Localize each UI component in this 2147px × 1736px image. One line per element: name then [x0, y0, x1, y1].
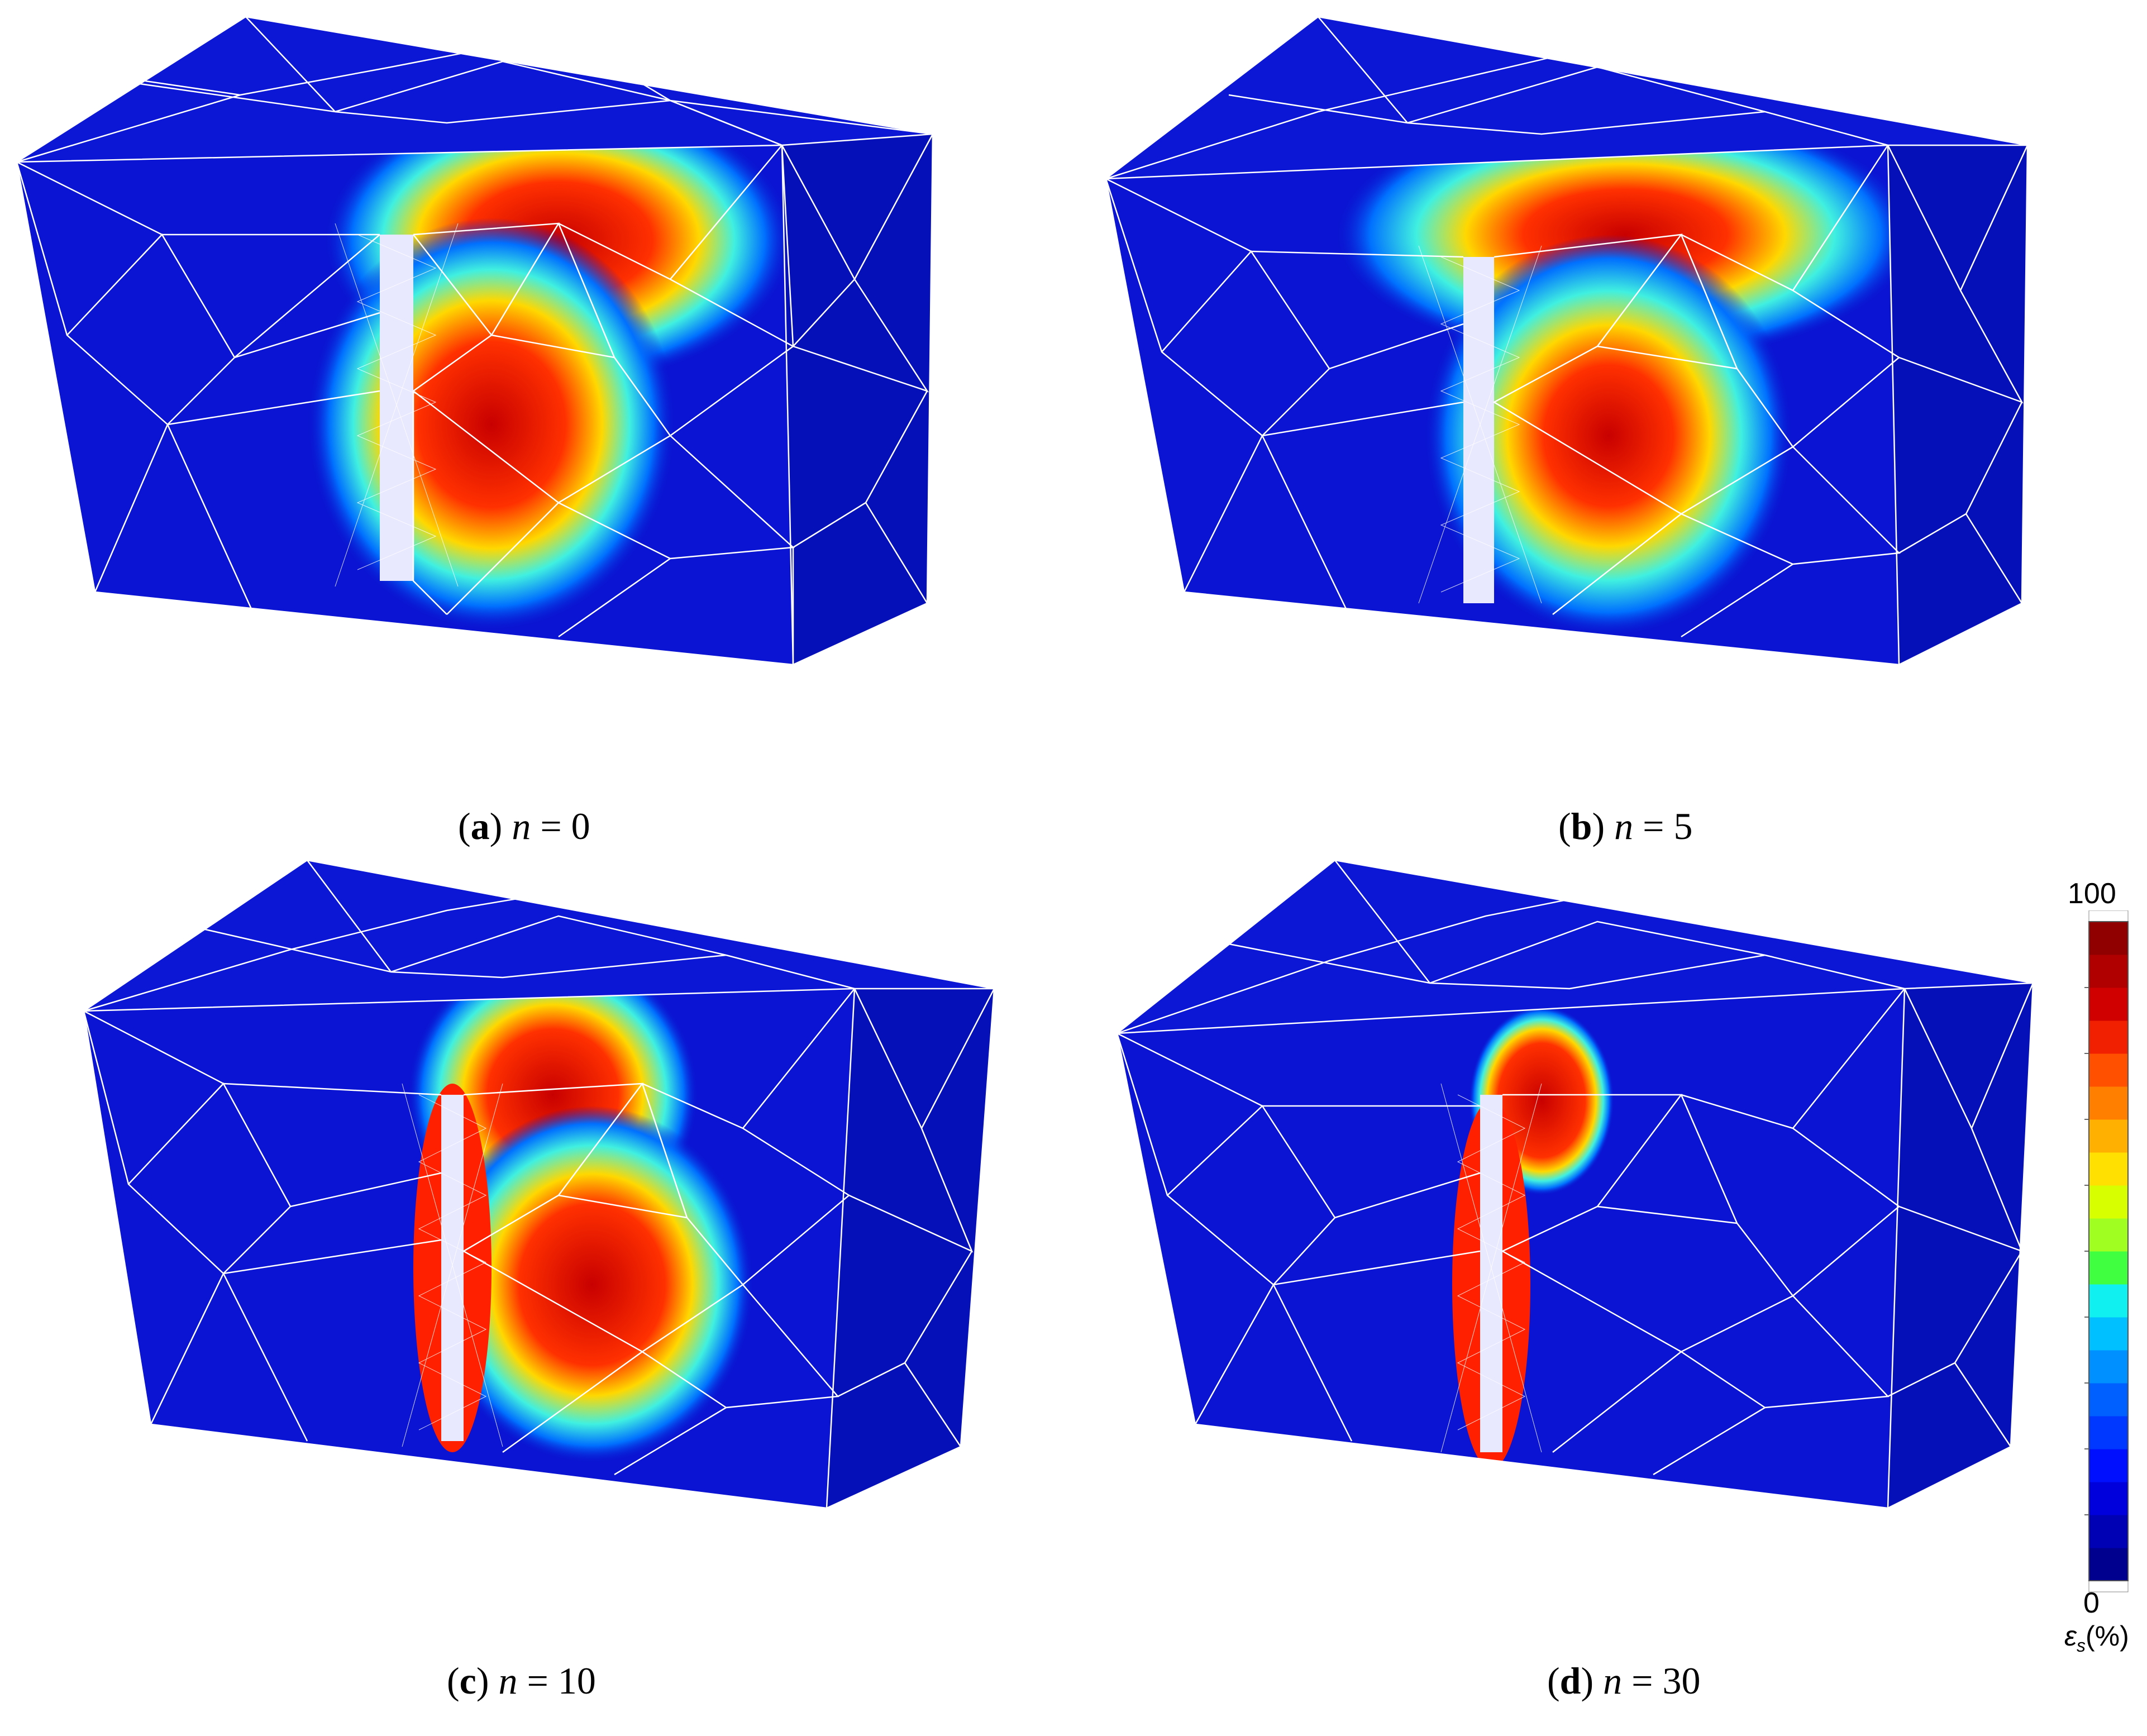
- caption-letter: b: [1571, 805, 1592, 847]
- panel-a: (a) n = 0: [0, 0, 1061, 866]
- caption-eq: =: [1622, 1659, 1663, 1702]
- colorbar-band: [2089, 1185, 2128, 1219]
- caption-d: (d) n = 30: [1547, 1659, 1701, 1702]
- caption-value: 0: [571, 805, 590, 847]
- mesh-plot-a: [14, 16, 934, 666]
- caption-var: n: [1603, 1659, 1623, 1702]
- caption-var: n: [498, 1659, 518, 1702]
- mesh-plot-b: [1104, 16, 2029, 666]
- strain-zone-lower: [1424, 235, 1793, 637]
- colorbar-band: [2089, 1515, 2128, 1548]
- colorbar-band: [2089, 1053, 2128, 1087]
- colorbar-band: [2089, 1086, 2128, 1120]
- panel-d: (d) n = 30: [1095, 860, 2055, 1736]
- mesh-refinement: [1440, 1083, 1542, 1453]
- box-top-face: [1106, 17, 2027, 179]
- mesh-plot-c: [81, 860, 995, 1509]
- colorbar-band: [2089, 1152, 2128, 1186]
- caption-value: 30: [1662, 1659, 1701, 1702]
- colorbar-band: [2089, 1383, 2128, 1417]
- colorbar-quantity-label: εs(%): [2064, 1620, 2129, 1656]
- caption-var: n: [1614, 805, 1634, 847]
- colorbar-band: [2089, 1482, 2128, 1515]
- box-top-face: [17, 17, 933, 162]
- pile: [1480, 1095, 1502, 1452]
- box-side-face: [782, 134, 933, 665]
- colorbar-band: [2089, 1416, 2128, 1449]
- mesh-refinement: [1418, 245, 1542, 604]
- pile: [1463, 257, 1494, 603]
- colorbar-band: [2089, 1284, 2128, 1318]
- colorbar-band: [2089, 1317, 2128, 1351]
- colorbar-band: [2089, 955, 2128, 988]
- caption-eq: =: [1633, 805, 1674, 847]
- caption-value: 5: [1673, 805, 1693, 847]
- box-top-face: [1117, 860, 2033, 1033]
- caption-letter: c: [459, 1659, 476, 1702]
- colorbar-band: [2089, 1548, 2128, 1581]
- caption-c: (c) n = 10: [447, 1659, 596, 1702]
- quantity-unit: (%): [2085, 1620, 2129, 1652]
- caption-value: 10: [557, 1659, 596, 1702]
- colorbar-legend: 100 0 εs(%): [2061, 877, 2145, 1659]
- caption-a: (a) n = 0: [458, 805, 590, 847]
- mesh-lines: [14, 16, 934, 666]
- caption-letter: d: [1559, 1659, 1581, 1702]
- box-side-face: [827, 989, 994, 1508]
- panel-b: (b) n = 5: [1095, 0, 2078, 866]
- colorbar: [2084, 910, 2129, 1592]
- box-side-face: [1888, 983, 2033, 1508]
- mesh-refinement: [402, 1083, 503, 1447]
- colorbar-frame: [2088, 921, 2129, 1581]
- colorbar-band: [2089, 1251, 2128, 1285]
- colorbar-band: [2089, 1119, 2128, 1153]
- colorbar-band: [2089, 922, 2128, 955]
- mesh-lines: [81, 860, 995, 1509]
- colorbar-band: [2089, 988, 2128, 1021]
- pile: [441, 1095, 464, 1441]
- box-side-face: [1888, 145, 2027, 665]
- caption-var: n: [512, 805, 531, 847]
- colorbar-band: [2089, 1350, 2128, 1384]
- colorbar-band: [2089, 1020, 2128, 1054]
- caption-eq: =: [531, 805, 571, 847]
- caption-b: (b) n = 5: [1558, 805, 1693, 847]
- box-top-face: [84, 860, 994, 1011]
- colorbar-cap-top: [2088, 910, 2129, 922]
- strain-zone-lower: [430, 1106, 754, 1463]
- caption-eq: =: [517, 1659, 558, 1702]
- colorbar-max-label: 100: [2068, 877, 2116, 910]
- mesh-refinement: [335, 223, 459, 587]
- quantity-symbol: ε: [2064, 1620, 2077, 1652]
- mesh-lines: [1104, 16, 2029, 666]
- quantity-subscript: s: [2076, 1635, 2086, 1656]
- colorbar-band: [2089, 1449, 2128, 1482]
- mesh-lines: [1115, 860, 2034, 1509]
- colorbar-band: [2089, 1218, 2128, 1252]
- mesh-plot-d: [1115, 860, 2034, 1509]
- panel-c: (c) n = 10: [0, 860, 1061, 1736]
- pile: [380, 235, 413, 581]
- caption-letter: a: [470, 805, 490, 847]
- colorbar-min-label: 0: [2083, 1587, 2100, 1619]
